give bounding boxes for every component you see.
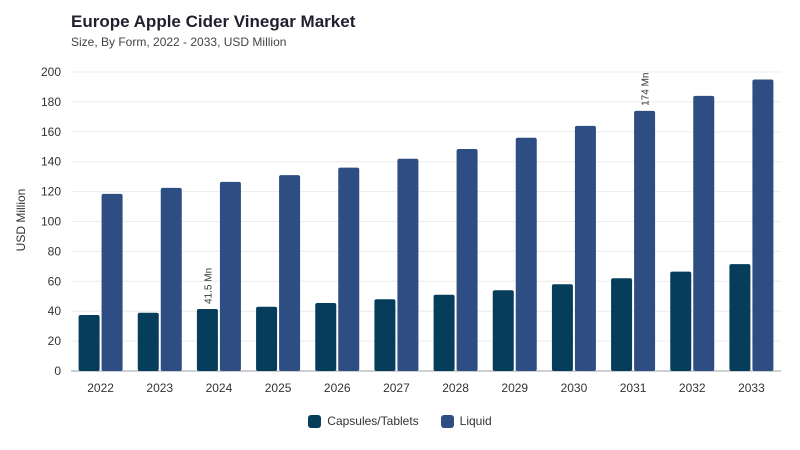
y-axis-label: USD Million [14, 189, 28, 252]
legend-item-capsules[interactable]: Capsules/Tablets [308, 414, 419, 428]
gridlines [71, 71, 781, 372]
bar-liquid-2024[interactable] [219, 181, 241, 371]
y-tick-label: 180 [41, 95, 61, 109]
bar-liquid-2033[interactable] [752, 79, 774, 371]
x-tick-label: 2026 [324, 381, 351, 395]
bar-capsules-2027[interactable] [374, 299, 396, 371]
legend-label-liquid: Liquid [459, 414, 492, 428]
x-tick-label: 2030 [561, 381, 588, 395]
bar-liquid-2029[interactable] [515, 137, 537, 371]
data-label: 41.5 Mn [203, 268, 214, 304]
bars [78, 79, 774, 372]
x-tick-label: 2025 [265, 381, 292, 395]
bar-liquid-2025[interactable] [279, 175, 301, 371]
y-tick-label: 20 [48, 334, 62, 348]
x-tick-label: 2028 [442, 381, 469, 395]
x-tick-label: 2029 [501, 381, 528, 395]
x-tick-label: 2033 [738, 381, 765, 395]
bar-liquid-2026[interactable] [338, 167, 360, 371]
bar-capsules-2022[interactable] [78, 314, 100, 371]
x-tick-label: 2024 [206, 381, 233, 395]
legend-swatch-capsules [308, 414, 322, 428]
bar-capsules-2026[interactable] [315, 302, 337, 371]
legend-swatch-liquid [440, 414, 454, 428]
bar-capsules-2023[interactable] [137, 312, 159, 371]
x-tick-label: 2022 [87, 381, 114, 395]
y-tick-label: 200 [41, 65, 61, 79]
axes: 0 20 40 60 80 100 120 140 160 180 200 2022 2023 2024 2… [41, 65, 765, 395]
y-tick-label: 140 [41, 155, 61, 169]
x-tick-label: 2023 [146, 381, 173, 395]
bar-capsules-2032[interactable] [670, 271, 692, 371]
x-tick-label: 2031 [620, 381, 647, 395]
y-tick-label: 120 [41, 185, 61, 199]
bar-liquid-2022[interactable] [101, 193, 123, 371]
y-tick-label: 160 [41, 125, 61, 139]
y-tick-label: 80 [48, 244, 62, 258]
y-tick-label: 40 [48, 304, 62, 318]
legend-item-liquid[interactable]: Liquid [440, 414, 492, 428]
bar-capsules-2025[interactable] [256, 306, 278, 371]
x-tick-label: 2027 [383, 381, 410, 395]
bar-capsules-2031[interactable] [611, 278, 633, 371]
y-tick-label: 0 [54, 364, 61, 378]
bar-liquid-2027[interactable] [397, 158, 419, 371]
legend-label-capsules: Capsules/Tablets [327, 414, 419, 428]
bar-capsules-2029[interactable] [492, 290, 514, 371]
bar-capsules-2028[interactable] [433, 294, 455, 371]
chart-subtitle: Size, By Form, 2022 - 2033, USD Million [71, 35, 287, 49]
bar-capsules-2033[interactable] [729, 264, 751, 371]
legend: Capsules/Tablets Liquid [0, 414, 800, 428]
y-tick-label: 60 [48, 274, 62, 288]
y-tick-label: 100 [41, 215, 61, 229]
bar-liquid-2028[interactable] [456, 148, 478, 371]
bar-liquid-2030[interactable] [574, 125, 596, 371]
bar-liquid-2031[interactable] [634, 110, 656, 372]
data-label: 174 Mn [641, 73, 652, 106]
bar-capsules-2024[interactable] [196, 308, 218, 371]
x-tick-label: 2032 [679, 381, 706, 395]
chart-title: Europe Apple Cider Vinegar Market [71, 12, 356, 31]
bar-liquid-2032[interactable] [693, 95, 715, 372]
bar-liquid-2023[interactable] [160, 187, 182, 371]
bar-capsules-2030[interactable] [551, 284, 573, 371]
